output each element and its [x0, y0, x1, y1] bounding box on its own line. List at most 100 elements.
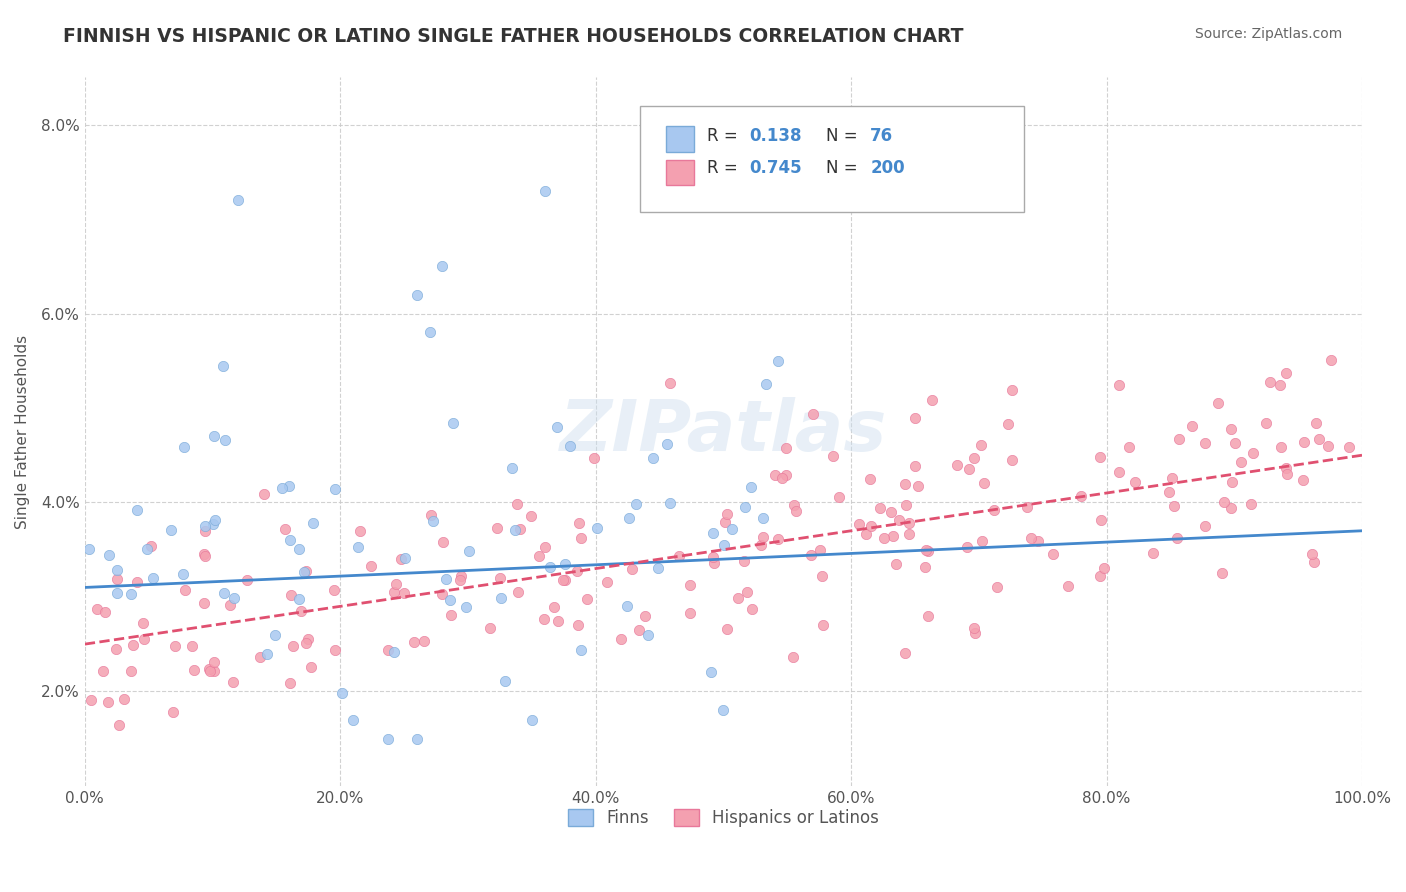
Point: [382, 584, 405, 599]
Point: [422, 514, 444, 528]
Point: [280, 588, 302, 602]
Point: [547, 614, 569, 628]
Point: [703, 556, 725, 570]
Point: [869, 500, 891, 515]
Point: [533, 612, 555, 626]
Point: [1301, 547, 1323, 561]
Point: [193, 596, 215, 610]
Point: [983, 503, 1005, 517]
Point: [97, 695, 120, 709]
Point: [1241, 446, 1264, 460]
Point: [973, 475, 995, 490]
Point: [271, 481, 294, 495]
Point: [766, 532, 789, 546]
Point: [287, 542, 309, 557]
Point: [432, 535, 454, 549]
Point: [882, 529, 904, 543]
Point: [716, 622, 738, 636]
Point: [1206, 395, 1229, 409]
Point: [174, 583, 197, 598]
Point: [193, 547, 215, 561]
Point: [957, 461, 980, 475]
Point: [377, 643, 399, 657]
Point: [763, 468, 786, 483]
Point: [641, 450, 664, 465]
Point: [1316, 439, 1339, 453]
Point: [560, 439, 582, 453]
Point: [202, 655, 225, 669]
Point: [77, 541, 100, 556]
Point: [93, 605, 115, 619]
Point: [1194, 519, 1216, 533]
Legend: Finns, Hispanics or Latinos: Finns, Hispanics or Latinos: [561, 803, 886, 834]
Point: [596, 575, 619, 590]
Point: [439, 592, 461, 607]
Text: Source: ZipAtlas.com: Source: ZipAtlas.com: [1195, 27, 1343, 41]
Point: [679, 577, 702, 591]
Point: [1181, 419, 1204, 434]
Point: [214, 433, 236, 447]
Point: [302, 516, 325, 531]
Point: [194, 519, 217, 533]
Point: [766, 353, 789, 368]
Point: [278, 478, 301, 492]
Point: [404, 635, 426, 649]
Point: [1019, 531, 1042, 545]
Point: [894, 646, 917, 660]
Point: [120, 665, 142, 679]
Point: [801, 408, 824, 422]
Point: [785, 504, 807, 518]
Point: [740, 480, 762, 494]
Point: [659, 376, 682, 390]
Point: [443, 416, 465, 430]
Point: [1118, 441, 1140, 455]
Point: [543, 599, 565, 614]
Point: [553, 573, 575, 587]
Point: [1213, 495, 1236, 509]
Point: [489, 591, 512, 605]
Point: [520, 713, 543, 727]
Point: [120, 587, 142, 601]
Point: [713, 703, 735, 717]
Point: [80, 693, 103, 707]
Point: [678, 607, 700, 621]
Point: [159, 524, 181, 538]
Point: [389, 552, 412, 566]
Point: [105, 572, 128, 586]
Point: [634, 608, 657, 623]
Point: [1270, 440, 1292, 454]
Point: [1001, 383, 1024, 397]
Point: [419, 508, 441, 523]
Point: [616, 599, 638, 613]
Point: [741, 602, 763, 616]
Point: [997, 417, 1019, 431]
Point: [342, 713, 364, 727]
Point: [970, 534, 993, 549]
Point: [1017, 500, 1039, 514]
Point: [1230, 454, 1253, 468]
Point: [568, 516, 591, 530]
Point: [194, 549, 217, 564]
Point: [264, 628, 287, 642]
Point: [533, 184, 555, 198]
Point: [538, 559, 561, 574]
Point: [412, 633, 434, 648]
Point: [1294, 435, 1316, 450]
Point: [163, 640, 186, 654]
Point: [218, 599, 240, 613]
Point: [873, 532, 896, 546]
Point: [172, 567, 194, 582]
Point: [486, 521, 509, 535]
Point: [855, 526, 877, 541]
Point: [136, 542, 159, 557]
Point: [529, 549, 551, 563]
Point: [201, 516, 224, 531]
Point: [810, 569, 832, 583]
Point: [733, 554, 755, 568]
Point: [903, 459, 925, 474]
Point: [647, 561, 669, 575]
Point: [859, 471, 882, 485]
Point: [299, 660, 322, 674]
Point: [727, 591, 749, 606]
Point: [360, 559, 382, 574]
